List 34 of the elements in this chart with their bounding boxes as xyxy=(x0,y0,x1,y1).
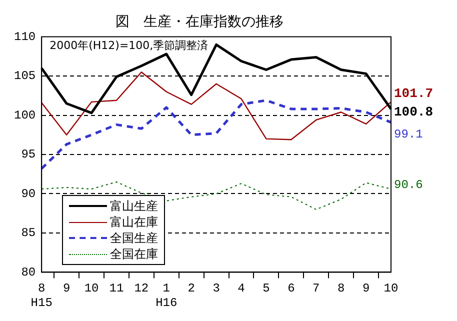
y-tick-label: 95 xyxy=(21,148,36,162)
y-tick-label: 80 xyxy=(21,265,36,280)
annotation: 2000年(H12)=100,季節調整済 xyxy=(50,39,208,52)
x-tick-label: 2 xyxy=(188,282,195,296)
line-series xyxy=(41,181,392,210)
y-tick-label: 90 xyxy=(21,186,36,201)
y-tick-label: 110 xyxy=(14,30,36,44)
legend-label: 全国生産 xyxy=(110,230,158,246)
y-tick-label: 85 xyxy=(21,226,36,240)
legend-label: 富山在庫 xyxy=(110,214,158,230)
chart-title: 図 生産・在庫指数の推移 xyxy=(116,14,284,30)
line-series xyxy=(40,99,392,170)
legend-label: 全国在庫 xyxy=(110,246,158,262)
x-tick-label: 1 H16 xyxy=(156,282,178,310)
x-tick-label: 8 xyxy=(337,282,345,296)
legend-label: 富山生産 xyxy=(110,198,158,214)
x-tick-label: 3 xyxy=(212,282,220,296)
x-tick-label: 10 xyxy=(84,282,99,296)
data-label: 100.8 xyxy=(394,104,434,120)
y-tick-label: 105 xyxy=(14,69,36,84)
x-tick-label: 9 xyxy=(362,282,370,296)
x-tick-label: 7 xyxy=(312,282,320,296)
y-tick-label: 100 xyxy=(14,108,36,122)
x-tick-label: 6 xyxy=(288,282,295,296)
x-tick-label: 11 xyxy=(109,282,124,296)
x-tick-label: 9 xyxy=(62,282,70,296)
x-tick-label: 10 xyxy=(384,282,398,296)
data-label: 101.7 xyxy=(394,86,434,102)
x-tick-label: 8 H15 xyxy=(30,282,52,310)
x-tick-label: 5 xyxy=(262,282,270,296)
x-tick-label: 4 xyxy=(238,282,245,296)
x-tick-label: 12 xyxy=(134,282,149,296)
data-label: 99.1 xyxy=(394,128,423,142)
data-label: 90.6 xyxy=(394,178,423,192)
